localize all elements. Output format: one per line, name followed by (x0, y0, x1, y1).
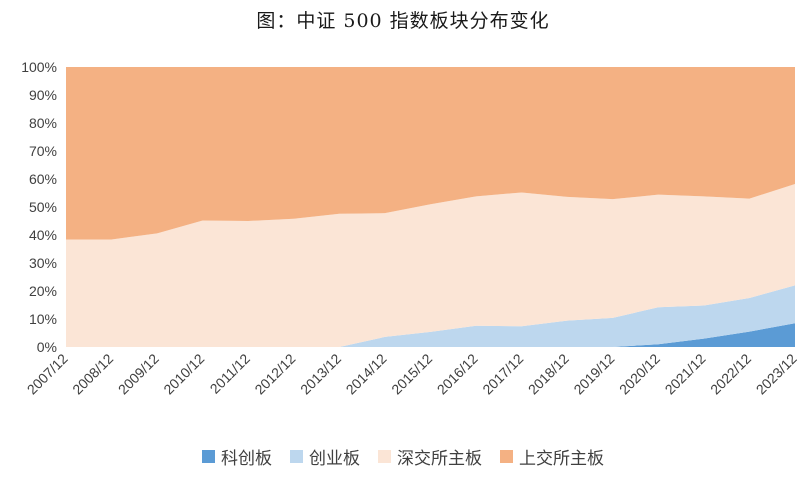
y-tick-label: 30% (29, 255, 57, 271)
y-tick-label: 100% (21, 59, 57, 75)
area-series-2 (66, 184, 795, 347)
legend-label: 深交所主板 (397, 449, 482, 469)
chart-title: 图：中证 500 指数板块分布变化 (256, 10, 550, 32)
y-tick-label: 60% (29, 171, 57, 187)
y-tick-label: 20% (29, 283, 57, 299)
y-tick-label: 80% (29, 115, 57, 131)
x-tick-label: 2009/12 (115, 350, 162, 397)
y-tick-label: 70% (29, 143, 57, 159)
x-tick-label: 2023/12 (753, 350, 800, 397)
area-series-3 (66, 67, 795, 240)
legend: 科创板 创业板 深交所主板 上交所主板 (0, 444, 806, 469)
y-tick-label: 40% (29, 227, 57, 243)
legend-item: 创业板 (290, 444, 360, 469)
legend-item: 上交所主板 (500, 444, 604, 469)
legend-swatch (378, 450, 391, 463)
stacked-area-chart: 0% 10% 20% 30% 40% 50% 60% 70% 80% 90% 100% 2007/12… (21, 59, 800, 398)
y-tick-label: 50% (29, 199, 57, 215)
x-tick-label: 2014/12 (343, 350, 390, 397)
legend-label: 上交所主板 (519, 449, 604, 469)
x-tick-label: 2020/12 (616, 350, 663, 397)
legend-swatch (290, 450, 303, 463)
x-tick-label: 2010/12 (160, 350, 207, 397)
area-series-0 (66, 323, 795, 347)
x-tick-label: 2019/12 (570, 350, 617, 397)
legend-item: 深交所主板 (378, 444, 482, 469)
y-tick-label: 90% (29, 87, 57, 103)
y-tick-label: 10% (29, 311, 57, 327)
x-tick-label: 2021/12 (662, 350, 709, 397)
x-tick-label: 2016/12 (434, 350, 481, 397)
legend-swatch (500, 450, 513, 463)
legend-label: 创业板 (309, 449, 360, 469)
legend-swatch (202, 450, 215, 463)
x-tick-label: 2022/12 (707, 350, 754, 397)
legend-label: 科创板 (221, 449, 272, 469)
x-tick-label: 2012/12 (251, 350, 298, 397)
legend-item: 科创板 (202, 444, 272, 469)
x-tick-label: 2013/12 (297, 350, 344, 397)
x-tick-label: 2008/12 (69, 350, 116, 397)
y-tick-label: 0% (37, 339, 57, 355)
x-tick-label: 2015/12 (388, 350, 435, 397)
x-tick-label: 2017/12 (479, 350, 526, 397)
area-series-1 (66, 285, 795, 347)
x-tick-label: 2011/12 (207, 350, 254, 397)
x-tick-label: 2007/12 (24, 350, 71, 397)
x-tick-label: 2018/12 (525, 350, 572, 397)
